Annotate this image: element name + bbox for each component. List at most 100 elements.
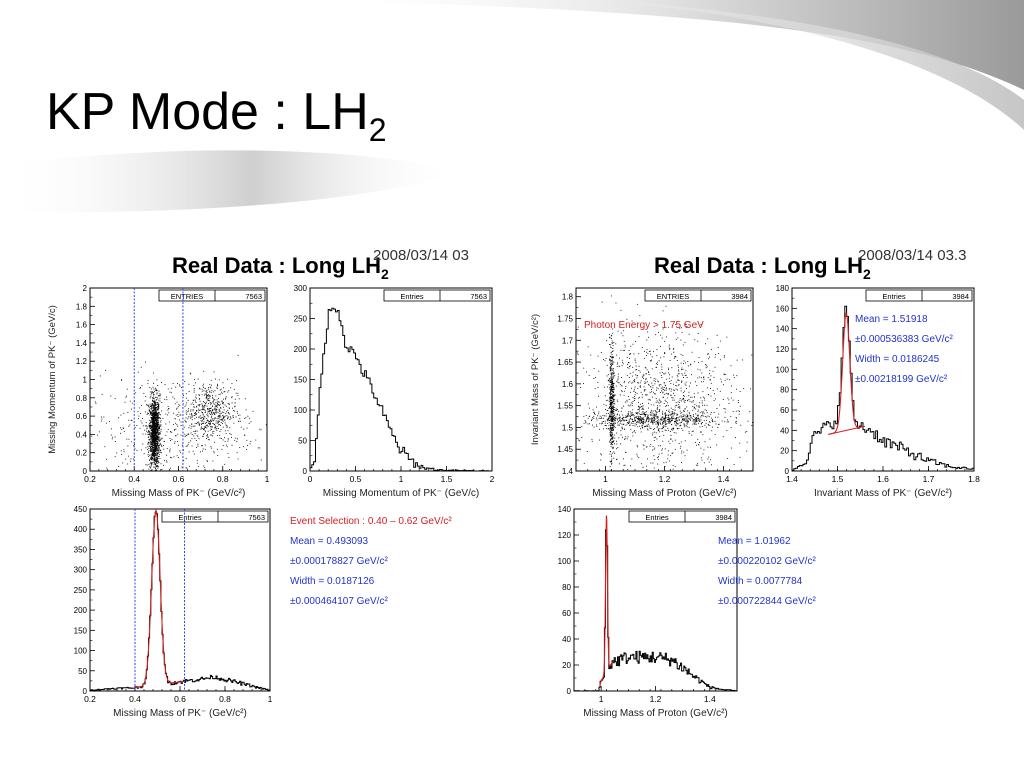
scatter-point	[613, 403, 615, 404]
scatter-point	[151, 445, 153, 447]
scatter-point	[670, 435, 672, 436]
scatter-point	[217, 424, 219, 426]
scatter-point	[660, 422, 661, 424]
scatter-point	[237, 414, 239, 416]
scatter-point	[624, 349, 625, 351]
scatter-point	[193, 388, 195, 389]
scatter-point	[190, 409, 192, 411]
scatter-point	[157, 460, 159, 462]
scatter-point	[155, 448, 157, 449]
fit-curve	[599, 514, 614, 686]
scatter-point	[597, 355, 599, 357]
scatter-point	[211, 418, 213, 420]
scatter-point	[155, 461, 157, 463]
scatter-point	[151, 462, 153, 464]
scatter-point	[657, 423, 659, 425]
scatter-point	[655, 411, 657, 413]
scatter-point	[159, 393, 161, 395]
scatter-point	[223, 409, 225, 411]
scatter-point	[685, 362, 686, 364]
scatter-point	[611, 379, 612, 381]
scatter-point	[604, 395, 606, 397]
scatter-point	[623, 340, 625, 342]
scatter-point	[712, 420, 714, 422]
scatter-point	[154, 423, 155, 425]
scatter-point	[181, 444, 183, 446]
scatter-point	[613, 422, 615, 424]
scatter-point	[155, 439, 157, 441]
scatter-point	[661, 366, 663, 368]
scatter-point	[664, 466, 666, 467]
scatter-point	[601, 423, 602, 425]
scatter-point	[158, 417, 160, 418]
scatter-point	[675, 402, 677, 403]
scatter-point	[224, 463, 226, 465]
scatter-point	[199, 400, 201, 402]
scatter-point	[198, 411, 200, 413]
scatter-point	[649, 419, 651, 421]
scatter-point	[685, 381, 687, 383]
scatter-point	[667, 414, 669, 416]
scatter-point	[668, 377, 670, 379]
scatter-point	[686, 377, 688, 378]
scatter-point	[152, 432, 154, 434]
scatter-point	[204, 393, 206, 395]
scatter-point	[157, 428, 159, 430]
scatter-point	[674, 424, 676, 426]
scatter-point	[611, 424, 613, 426]
scatter-point	[681, 369, 682, 370]
scatter-point	[215, 409, 217, 411]
scatter-point	[660, 423, 661, 425]
scatter-point	[188, 442, 190, 444]
scatter-point	[259, 447, 261, 449]
scatter-point	[151, 414, 153, 416]
scatter-point	[612, 447, 614, 449]
scatter-point	[684, 375, 686, 376]
scatter-point	[213, 403, 215, 405]
scatter-point	[634, 420, 636, 422]
scatter-point	[610, 386, 612, 387]
scatter-point	[612, 398, 614, 399]
scatter-point	[632, 414, 634, 415]
scatter-point	[609, 412, 611, 414]
scatter-point	[154, 463, 156, 465]
scatter-point	[660, 445, 661, 447]
scatter-point	[647, 418, 649, 420]
histogram-line	[792, 305, 974, 471]
scatter-point	[250, 441, 252, 442]
scatter-point	[205, 426, 206, 428]
scatter-point	[158, 408, 160, 410]
scatter-point	[672, 429, 674, 431]
scatter-point	[156, 438, 158, 439]
scatter-point	[657, 406, 659, 408]
scatter-point	[669, 418, 671, 420]
scatter-point	[128, 438, 130, 440]
scatter-point	[607, 386, 608, 388]
scatter-point	[210, 427, 212, 429]
scatter-point	[154, 427, 156, 429]
scatter-point	[633, 421, 634, 422]
plot-area	[574, 514, 737, 691]
scatter-point	[209, 409, 210, 411]
scatter-point	[616, 443, 618, 445]
scatter-point	[634, 378, 635, 380]
scatter-point	[631, 405, 633, 407]
scatter-point	[705, 426, 707, 428]
scatter-point	[677, 423, 679, 425]
scatter-point	[208, 408, 210, 410]
scatter-point	[152, 452, 154, 454]
scatter-point	[609, 388, 611, 390]
scatter-point	[692, 406, 694, 408]
scatter-point	[166, 399, 168, 401]
scatter-point	[106, 467, 108, 469]
scatter-point	[146, 414, 148, 415]
x-tick-label: 1	[265, 474, 270, 484]
scatter-point	[156, 434, 157, 436]
scatter-point	[612, 425, 614, 426]
scatter-point	[648, 383, 649, 385]
scatter-point	[194, 406, 196, 408]
scatter-point	[673, 427, 674, 429]
scatter-point	[656, 425, 658, 427]
scatter-point	[662, 422, 664, 424]
scatter-point	[676, 413, 678, 415]
